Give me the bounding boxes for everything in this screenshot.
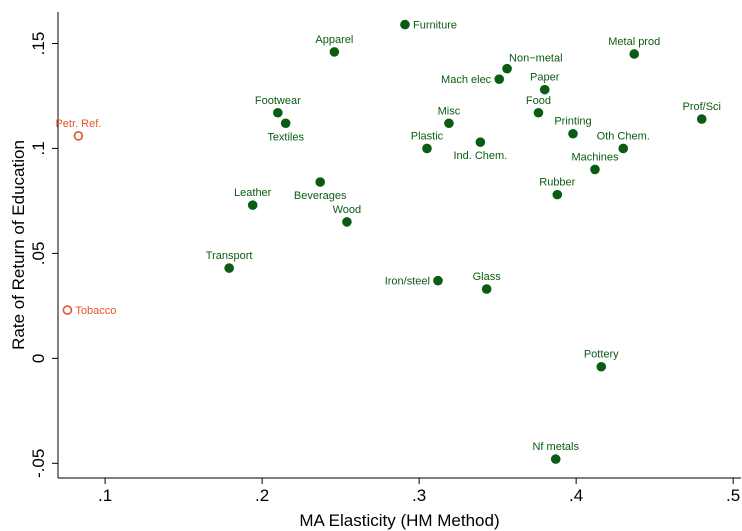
data-point	[533, 107, 544, 118]
axes: Rate of Return of Education MA Elasticit…	[9, 12, 741, 530]
data-point-group: Mach elec	[441, 74, 505, 86]
data-point	[422, 143, 432, 154]
data-point-label: Petr. Ref.	[55, 118, 101, 130]
data-point-group: Transport	[206, 250, 253, 273]
data-point-group: Prof/Sci	[682, 101, 721, 124]
data-point-label: Iron/steel	[385, 276, 430, 288]
data-point-group: Glass	[473, 271, 502, 294]
data-point	[494, 74, 505, 84]
data-point-group: Rubber	[539, 177, 576, 200]
data-point	[342, 217, 352, 227]
data-point	[247, 200, 258, 210]
data-point-label: Oth Chem.	[597, 130, 650, 142]
data-point-group: Furniture	[400, 20, 457, 32]
data-point-label: Machines	[571, 151, 619, 163]
data-point-group: Food	[526, 95, 551, 118]
x-tick-label: .5	[726, 486, 740, 505]
data-point-label: Textiles	[267, 131, 304, 143]
data-point	[550, 454, 561, 464]
data-point	[315, 177, 326, 187]
data-point-label: Printing	[554, 116, 591, 128]
data-point-label: Metal prod	[608, 36, 660, 48]
data-point-hollow	[73, 131, 84, 141]
data-point	[502, 63, 512, 74]
data-point	[618, 143, 629, 154]
data-point-group: Apparel	[315, 34, 353, 57]
y-tick-label: .1	[29, 141, 48, 155]
data-point-group: Petr. Ref.	[55, 118, 101, 141]
data-point-group: Tobacco	[62, 305, 116, 317]
data-point	[444, 118, 454, 129]
data-point-group: Wood	[333, 204, 362, 227]
data-point-hollow	[62, 305, 73, 315]
data-point-label: Tobacco	[75, 305, 116, 317]
data-point-label: Non−metal	[509, 53, 563, 65]
data-point-group: Textiles	[267, 118, 305, 143]
x-tick-label: .2	[255, 486, 269, 505]
data-points: Furniture Apparel Metal prod Non−metal Mach …	[55, 20, 721, 464]
data-point-label: Prof/Sci	[682, 101, 721, 113]
data-point-group: Ind. Chem.	[453, 137, 507, 162]
data-point-label: Footwear	[255, 95, 301, 107]
data-point-label: Pottery	[584, 349, 619, 361]
data-point-label: Transport	[206, 250, 253, 262]
data-point	[475, 137, 486, 147]
data-point-group: Leather	[234, 187, 272, 210]
data-point-label: Mach elec	[441, 74, 492, 86]
data-point-label: Food	[526, 95, 551, 107]
data-point-label: Plastic	[411, 130, 444, 142]
data-point	[400, 19, 410, 30]
data-point-label: Rubber	[539, 177, 575, 189]
data-point-group: Nf metals	[532, 441, 579, 464]
data-point-label: Beverages	[294, 190, 347, 202]
data-point-label: Ind. Chem.	[453, 150, 507, 162]
data-point	[629, 49, 640, 59]
data-point-label: Leather	[234, 187, 272, 199]
data-point	[539, 84, 550, 95]
data-point	[590, 164, 600, 175]
y-tick-label: .15	[29, 32, 48, 56]
x-axis-title: MA Elasticity (HM Method)	[299, 511, 499, 530]
data-point-group: Plastic	[411, 130, 444, 154]
data-point-group: Metal prod	[608, 36, 660, 59]
data-point	[552, 189, 563, 200]
data-point-group: Oth Chem.	[597, 130, 650, 154]
data-point	[273, 107, 283, 118]
data-point	[433, 275, 443, 286]
y-axis-title: Rate of Return of Education	[9, 140, 28, 350]
data-point-group: Non−metal	[502, 53, 563, 74]
data-point-label: Paper	[530, 72, 560, 84]
data-point-group: Beverages	[294, 177, 347, 202]
data-point	[596, 361, 607, 372]
data-point-label: Nf metals	[532, 441, 579, 453]
data-point	[481, 284, 492, 294]
x-tick-label: .3	[412, 486, 426, 505]
y-tick-label: -.05	[29, 449, 48, 478]
data-point-group: Machines	[571, 151, 619, 175]
data-point-group: Paper	[530, 72, 560, 95]
data-point-group: Footwear	[255, 95, 301, 118]
data-point-group: Printing	[554, 116, 592, 139]
data-point-label: Misc	[438, 105, 461, 117]
ticks: -.05 0 .05 .1 .15 .1 .2 .3 .4 .5	[29, 32, 740, 505]
data-point	[280, 118, 291, 129]
data-point-label: Glass	[473, 271, 502, 283]
x-tick-label: .1	[98, 486, 112, 505]
data-point-group: Misc	[438, 105, 461, 129]
x-tick-label: .4	[569, 486, 583, 505]
data-point-label: Furniture	[413, 20, 457, 32]
data-point	[329, 47, 340, 57]
y-tick-label: 0	[29, 354, 48, 363]
y-tick-label: .05	[29, 242, 48, 266]
data-point-label: Wood	[333, 204, 362, 216]
data-point	[696, 114, 707, 124]
data-point-group: Pottery	[584, 349, 619, 372]
data-point-group: Iron/steel	[385, 276, 443, 288]
data-point	[568, 128, 578, 139]
data-point	[224, 263, 234, 273]
data-point-label: Apparel	[315, 34, 353, 46]
